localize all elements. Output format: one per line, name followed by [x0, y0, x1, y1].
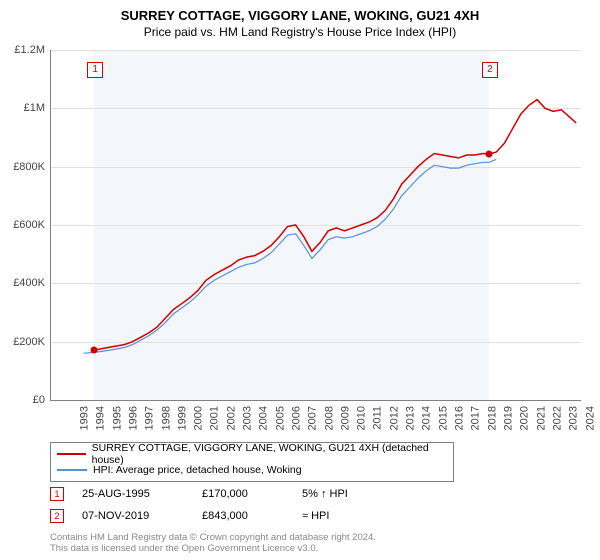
license-line: Contains HM Land Registry data © Crown c…: [50, 532, 376, 543]
x-tick-label: 2005: [274, 406, 286, 430]
sale-row: 2 07-NOV-2019 £843,000 ≈ HPI: [50, 505, 382, 527]
x-tick-label: 1993: [78, 406, 90, 430]
y-tick-label: £800K: [5, 161, 45, 173]
y-tick-label: £1.2M: [5, 44, 45, 56]
x-tick-label: 2015: [437, 406, 449, 430]
x-tick-label: 2017: [470, 406, 482, 430]
marker-dot: [91, 347, 98, 354]
x-tick-label: 2019: [502, 406, 514, 430]
x-tick-label: 2018: [486, 406, 498, 430]
x-tick-label: 2010: [356, 406, 368, 430]
license-text: Contains HM Land Registry data © Crown c…: [50, 532, 376, 555]
sale-date: 07-NOV-2019: [82, 510, 202, 522]
x-tick-label: 2001: [209, 406, 221, 430]
x-tick-label: 2000: [193, 406, 205, 430]
x-tick-label: 2003: [242, 406, 254, 430]
sale-marker-box: 2: [50, 509, 64, 523]
plot-region: 12: [50, 50, 581, 401]
y-tick-label: £200K: [5, 336, 45, 348]
legend-swatch: [57, 469, 87, 471]
x-tick-label: 2020: [519, 406, 531, 430]
chart-area: 12 £0£200K£400K£600K£800K£1M£1.2M 199319…: [50, 50, 580, 400]
x-tick-label: 1999: [176, 406, 188, 430]
y-tick-label: £1M: [5, 102, 45, 114]
x-tick-label: 2008: [323, 406, 335, 430]
x-tick-label: 2012: [388, 406, 400, 430]
x-tick-label: 2007: [307, 406, 319, 430]
series-hpi: [84, 159, 497, 353]
sale-row: 1 25-AUG-1995 £170,000 5% ↑ HPI: [50, 483, 382, 505]
license-line: This data is licensed under the Open Gov…: [50, 543, 376, 554]
legend: SURREY COTTAGE, VIGGORY LANE, WOKING, GU…: [50, 442, 454, 482]
legend-label: HPI: Average price, detached house, Woki…: [93, 464, 302, 476]
x-tick-label: 2024: [584, 406, 596, 430]
chart-title: SURREY COTTAGE, VIGGORY LANE, WOKING, GU…: [0, 0, 600, 23]
y-tick-label: £600K: [5, 219, 45, 231]
legend-label: SURREY COTTAGE, VIGGORY LANE, WOKING, GU…: [92, 442, 447, 466]
x-tick-label: 2009: [339, 406, 351, 430]
x-tick-label: 1998: [160, 406, 172, 430]
legend-item: SURREY COTTAGE, VIGGORY LANE, WOKING, GU…: [57, 446, 447, 462]
y-tick-label: £0: [5, 394, 45, 406]
sale-pct: 5% ↑ HPI: [302, 488, 382, 500]
sale-date: 25-AUG-1995: [82, 488, 202, 500]
x-tick-label: 1994: [95, 406, 107, 430]
chart-container: SURREY COTTAGE, VIGGORY LANE, WOKING, GU…: [0, 0, 600, 560]
marker-flag: 1: [87, 62, 103, 78]
x-tick-label: 2006: [290, 406, 302, 430]
x-tick-label: 2004: [258, 406, 270, 430]
series-property: [94, 100, 576, 351]
x-tick-label: 1997: [144, 406, 156, 430]
marker-dot: [485, 151, 492, 158]
x-tick-label: 1996: [127, 406, 139, 430]
line-series: [51, 50, 581, 400]
sale-pct: ≈ HPI: [302, 510, 382, 522]
x-tick-label: 2023: [568, 406, 580, 430]
chart-subtitle: Price paid vs. HM Land Registry's House …: [0, 23, 600, 39]
marker-flag: 2: [482, 62, 498, 78]
x-tick-label: 2021: [535, 406, 547, 430]
x-tick-label: 2013: [405, 406, 417, 430]
x-tick-label: 2016: [454, 406, 466, 430]
y-tick-label: £400K: [5, 277, 45, 289]
x-tick-label: 2014: [421, 406, 433, 430]
sale-price: £170,000: [202, 488, 302, 500]
sale-marker-box: 1: [50, 487, 64, 501]
sale-price: £843,000: [202, 510, 302, 522]
x-tick-label: 2002: [225, 406, 237, 430]
sales-table: 1 25-AUG-1995 £170,000 5% ↑ HPI 2 07-NOV…: [50, 483, 382, 527]
x-tick-label: 1995: [111, 406, 123, 430]
legend-swatch: [57, 453, 86, 455]
x-tick-label: 2022: [551, 406, 563, 430]
x-tick-label: 2011: [371, 406, 383, 430]
